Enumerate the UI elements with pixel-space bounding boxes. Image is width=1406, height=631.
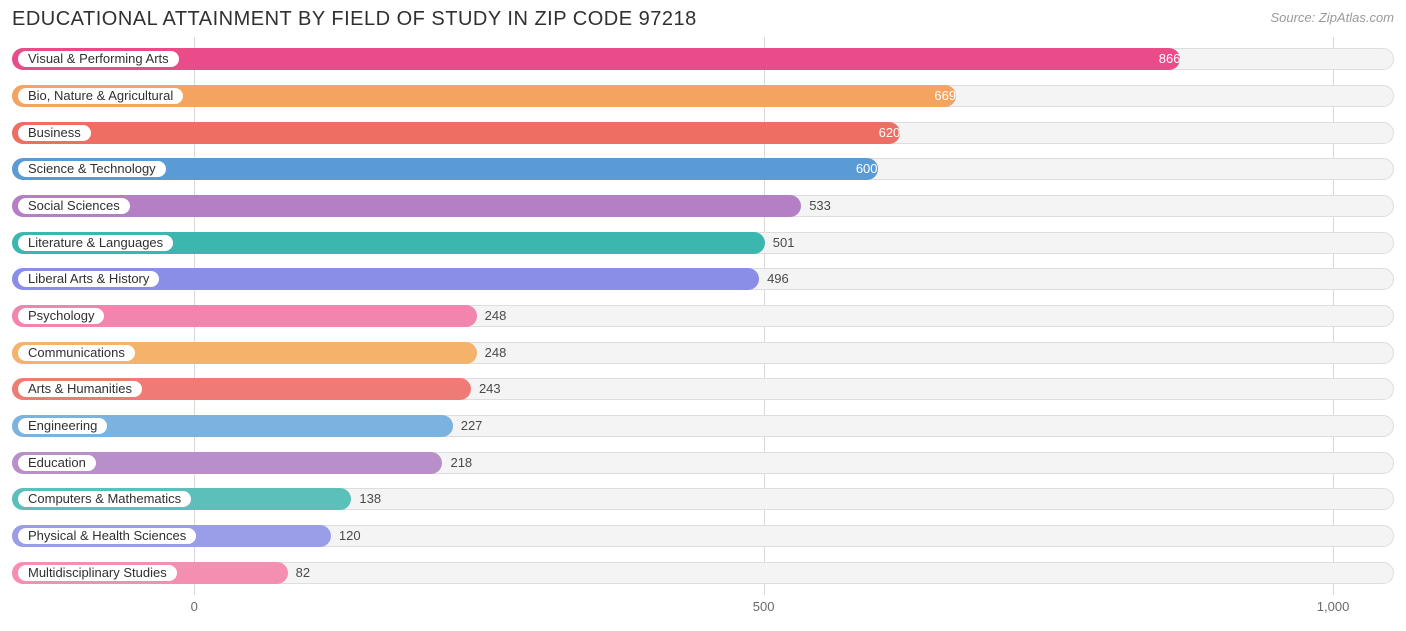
bar-value: 496 xyxy=(767,268,789,290)
bar-value: 248 xyxy=(485,305,507,327)
bar-row: Computers & Mathematics 138 xyxy=(12,485,1394,513)
bar-row: Visual & Performing Arts866 xyxy=(12,45,1394,73)
bar-value: 218 xyxy=(450,452,472,474)
bar-value: 138 xyxy=(359,488,381,510)
bar-label: Psychology xyxy=(18,308,104,324)
bar-label: Engineering xyxy=(18,418,107,434)
bar-value: 866 xyxy=(12,48,1180,70)
bar-value: 243 xyxy=(479,378,501,400)
bars-group: Visual & Performing Arts866 Bio, Nature &… xyxy=(12,37,1394,595)
bar-row: Social Sciences 533 xyxy=(12,192,1394,220)
x-tick-label: 1,000 xyxy=(1317,599,1350,614)
bar-row: Liberal Arts & History 496 xyxy=(12,265,1394,293)
bar-value: 620 xyxy=(12,122,900,144)
plot-area: Visual & Performing Arts866 Bio, Nature &… xyxy=(12,37,1394,595)
bar-label: Arts & Humanities xyxy=(18,381,142,397)
bar-value: 501 xyxy=(773,232,795,254)
bar-value: 248 xyxy=(485,342,507,364)
bar-value: 669 xyxy=(12,85,956,107)
bar-value: 227 xyxy=(461,415,483,437)
bar-label: Education xyxy=(18,455,96,471)
bar-row: Arts & Humanities 243 xyxy=(12,375,1394,403)
x-tick-label: 500 xyxy=(753,599,775,614)
bar-row: Bio, Nature & Agricultural669 xyxy=(12,82,1394,110)
bar-value: 82 xyxy=(296,562,310,584)
bar-label: Multidisciplinary Studies xyxy=(18,565,177,581)
chart-title: Educational Attainment by Field of Study… xyxy=(12,8,697,31)
bar-row: Business620 xyxy=(12,119,1394,147)
bar-label: Communications xyxy=(18,345,135,361)
bar-value: 600 xyxy=(12,158,878,180)
bar-value: 533 xyxy=(809,195,831,217)
bar-row: Physical & Health Sciences 120 xyxy=(12,522,1394,550)
bar-row: Education 218 xyxy=(12,449,1394,477)
bar-row: Science & Technology600 xyxy=(12,155,1394,183)
bar-fill xyxy=(12,195,801,217)
bar-row: Communications 248 xyxy=(12,339,1394,367)
bar-row: Literature & Languages 501 xyxy=(12,229,1394,257)
bar-row: Engineering 227 xyxy=(12,412,1394,440)
chart-header: Educational Attainment by Field of Study… xyxy=(12,8,1394,31)
chart-source: Source: ZipAtlas.com xyxy=(1270,10,1394,25)
x-tick-label: 0 xyxy=(191,599,198,614)
x-axis: 0 500 1,000 xyxy=(12,595,1394,623)
bar-label: Physical & Health Sciences xyxy=(18,528,196,544)
chart-container: Educational Attainment by Field of Study… xyxy=(0,0,1406,631)
bar-label: Social Sciences xyxy=(18,198,130,214)
bar-value: 120 xyxy=(339,525,361,547)
bar-row: Psychology 248 xyxy=(12,302,1394,330)
bar-row: Multidisciplinary Studies 82 xyxy=(12,559,1394,587)
bar-label: Liberal Arts & History xyxy=(18,271,159,287)
bar-label: Computers & Mathematics xyxy=(18,491,191,507)
bar-label: Literature & Languages xyxy=(18,235,173,251)
